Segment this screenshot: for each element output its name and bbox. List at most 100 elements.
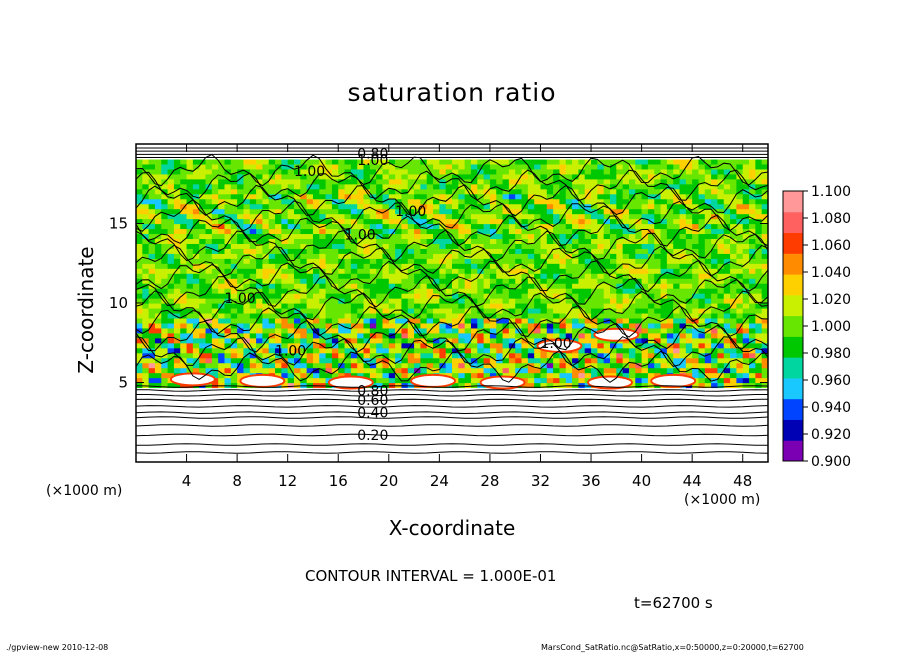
heatmap-cell xyxy=(382,213,390,220)
heatmap-cell xyxy=(382,457,390,462)
heatmap-cell xyxy=(395,402,403,408)
heatmap-cell xyxy=(711,223,719,230)
heatmap-cell xyxy=(173,223,181,230)
heatmap-cell xyxy=(287,218,295,225)
heatmap-cell xyxy=(300,213,308,220)
heatmap-cell xyxy=(470,288,478,294)
heatmap-cell xyxy=(211,457,219,462)
heatmap-cell xyxy=(306,288,314,294)
heatmap-cell xyxy=(180,432,188,438)
heatmap-cell xyxy=(610,248,617,254)
heatmap-cell xyxy=(401,337,409,344)
heatmap-cell xyxy=(470,377,478,384)
heatmap-cell xyxy=(395,432,403,438)
heatmap-cell xyxy=(350,213,358,220)
heatmap-cell xyxy=(205,367,213,374)
heatmap-cell xyxy=(502,283,510,289)
heatmap-cell xyxy=(218,337,226,344)
heatmap-cell xyxy=(369,223,377,230)
heatmap-cell xyxy=(572,427,579,433)
heatmap-cell xyxy=(218,293,226,299)
heatmap-cell xyxy=(711,457,719,462)
heatmap-cell xyxy=(161,377,169,384)
heatmap-cell xyxy=(161,312,169,319)
heatmap-cell xyxy=(344,442,352,448)
heatmap-cell xyxy=(376,447,384,453)
heatmap-cell xyxy=(565,303,573,309)
heatmap-cell xyxy=(167,268,175,274)
heatmap-cell xyxy=(224,367,232,374)
heatmap-cell xyxy=(192,243,200,249)
heatmap-cell xyxy=(565,362,573,369)
heatmap-cell xyxy=(673,357,681,364)
heatmap-cell xyxy=(243,447,251,453)
heatmap-cell xyxy=(692,407,700,413)
heatmap-cell xyxy=(559,223,567,230)
heatmap-cell xyxy=(268,258,276,264)
heatmap-cell xyxy=(363,412,371,418)
heatmap-cell xyxy=(205,218,213,225)
heatmap-cell xyxy=(597,437,605,443)
heatmap-cell xyxy=(711,288,719,294)
heatmap-cell xyxy=(628,303,636,309)
heatmap-cell xyxy=(755,392,763,399)
heatmap-cell xyxy=(350,293,358,299)
heatmap-cell xyxy=(161,258,169,264)
heatmap-cell xyxy=(540,233,548,240)
heatmap-cell xyxy=(199,357,207,364)
heatmap-cell xyxy=(445,273,453,279)
heatmap-cell xyxy=(698,218,706,225)
heatmap-cell xyxy=(154,397,162,403)
heatmap-cell xyxy=(376,412,384,418)
heatmap-cell xyxy=(666,218,674,225)
heatmap-cell xyxy=(515,332,523,339)
heatmap-cell xyxy=(319,437,327,443)
heatmap-cell xyxy=(452,273,459,279)
heatmap-cell xyxy=(736,407,744,413)
heatmap-cell xyxy=(350,357,358,364)
heatmap-cell xyxy=(300,347,308,354)
heatmap-cell xyxy=(136,427,143,433)
heatmap-cell xyxy=(559,357,567,364)
heatmap-cell xyxy=(546,437,554,443)
heatmap-cell xyxy=(616,432,624,438)
heatmap-cell xyxy=(483,283,491,289)
heatmap-cell xyxy=(369,352,377,359)
heatmap-cell xyxy=(281,422,289,428)
heatmap-cell xyxy=(502,243,510,249)
heatmap-cell xyxy=(395,258,403,264)
heatmap-cell xyxy=(338,417,346,423)
heatmap-cell xyxy=(527,457,535,462)
heatmap-cell xyxy=(489,372,497,379)
heatmap-cell xyxy=(685,268,693,274)
heatmap-cell xyxy=(470,233,478,240)
heatmap-cell xyxy=(673,253,681,259)
heatmap-cell xyxy=(300,437,308,443)
heatmap-cell xyxy=(420,298,428,304)
heatmap-cell xyxy=(692,273,700,279)
heatmap-cell xyxy=(477,278,485,284)
heatmap-cell xyxy=(205,303,213,309)
heatmap-cell xyxy=(704,223,712,230)
heatmap-cell xyxy=(673,412,681,418)
heatmap-cell xyxy=(483,238,491,244)
heatmap-cell xyxy=(382,332,390,339)
heatmap-cell xyxy=(496,233,504,240)
heatmap-cell xyxy=(622,342,630,349)
heatmap-cell xyxy=(395,372,403,379)
heatmap-cell xyxy=(300,283,308,289)
heatmap-cell xyxy=(515,303,523,309)
heatmap-cell xyxy=(142,377,150,384)
heatmap-cell xyxy=(597,303,605,309)
heatmap-cell xyxy=(186,452,194,458)
heatmap-cell xyxy=(616,442,624,448)
heatmap-cell xyxy=(414,218,421,225)
heatmap-cell xyxy=(350,253,358,259)
heatmap-cell xyxy=(331,397,339,403)
heatmap-cell xyxy=(578,258,586,264)
heatmap-cell xyxy=(256,387,263,394)
heatmap-cell xyxy=(730,402,737,408)
heatmap-cell xyxy=(161,288,169,294)
heatmap-cell xyxy=(142,432,150,438)
heatmap-cell xyxy=(597,447,605,453)
